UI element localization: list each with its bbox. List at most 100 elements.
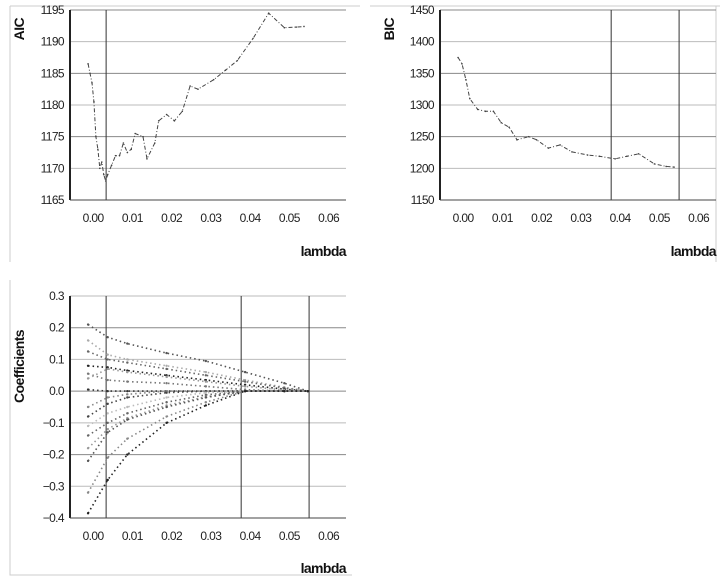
data-point (586, 154, 589, 156)
data-point (197, 88, 199, 90)
y-tick-label: 1175 (41, 130, 65, 144)
data-point (535, 139, 538, 141)
data-point (303, 25, 305, 28)
data-point (189, 85, 191, 87)
data-point (212, 78, 215, 81)
data-point (173, 120, 176, 122)
data-point (508, 126, 510, 128)
data-point (614, 158, 616, 160)
data-point (204, 385, 208, 388)
data-point (106, 396, 109, 399)
data-point (101, 161, 103, 163)
data-point (146, 158, 148, 160)
data-point (134, 132, 136, 135)
y-tick-label: −0.4 (43, 511, 65, 525)
data-point (126, 389, 129, 393)
y-tick-label: 1190 (41, 35, 65, 49)
data-point (204, 401, 208, 404)
x-tick-label: 0.06 (318, 529, 340, 543)
data-point (142, 135, 144, 138)
data-point (126, 437, 129, 440)
data-point (665, 165, 667, 168)
y-axis-label: Coefficients (11, 329, 27, 403)
x-tick-label: 0.00 (83, 211, 105, 225)
data-point (571, 151, 573, 153)
data-point (457, 56, 459, 59)
x-tick-label: 0.02 (161, 529, 183, 543)
data-point (204, 396, 208, 399)
data-point (157, 120, 160, 122)
series-line-b6 (87, 368, 308, 392)
data-point (106, 173, 109, 176)
data-point (102, 173, 105, 176)
x-tick-label: 0.02 (531, 211, 553, 225)
data-point (673, 166, 675, 168)
data-point (165, 401, 168, 404)
data-point (492, 110, 495, 113)
data-point (114, 154, 117, 157)
x-tick-label: 0.03 (200, 211, 222, 225)
data-point (86, 350, 90, 353)
data-point (106, 367, 109, 371)
x-tick-label: 0.06 (688, 211, 710, 225)
series-line-b2 (87, 339, 309, 392)
y-axis-label: AIC (11, 18, 27, 41)
data-point (267, 12, 270, 14)
y-tick-label: −0.3 (43, 479, 65, 493)
x-tick-label: 0.04 (610, 211, 632, 225)
series-line-b13 (87, 390, 308, 462)
data-point (476, 108, 479, 111)
series-line-b4 (88, 365, 308, 392)
y-tick-label: 1250 (410, 130, 435, 144)
data-point (243, 370, 247, 374)
x-tick-label: 0.05 (649, 211, 671, 225)
data-point (106, 336, 109, 339)
y-tick-label: 1300 (410, 98, 435, 112)
x-tick-label: 0.04 (240, 211, 262, 225)
x-axis-label: lambda (671, 243, 717, 259)
data-point (165, 364, 168, 367)
y-tick-label: 1200 (410, 161, 435, 175)
data-point (86, 424, 90, 428)
series-line-b5 (87, 372, 308, 392)
data-point (126, 453, 129, 456)
y-tick-label: 0.2 (49, 321, 65, 335)
data-point (469, 97, 471, 100)
data-point (204, 374, 208, 377)
data-point (86, 434, 90, 437)
x-tick-label: 0.01 (122, 529, 144, 543)
data-point (126, 358, 129, 361)
data-point (516, 139, 518, 141)
data-point (126, 361, 129, 364)
y-tick-label: −0.2 (43, 448, 65, 462)
data-point (106, 353, 109, 356)
chart-coefficients: −0.4 −0.3 −0.2 −0.1 0.0 0.1 0.2 0.3 0.00 0.01 0.02… (11, 289, 347, 576)
data-point (126, 412, 129, 415)
data-point (106, 428, 109, 431)
data-point (283, 26, 286, 29)
series-line-b14 (87, 390, 308, 493)
data-point (165, 351, 168, 355)
data-point (252, 37, 254, 40)
data-point (126, 405, 129, 409)
data-point (106, 431, 109, 434)
data-point (283, 389, 286, 393)
panel-frame-bic (370, 5, 720, 262)
data-point (93, 101, 95, 103)
series-line-b9 (87, 390, 308, 418)
data-point (204, 359, 208, 363)
x-tick-label: 0.05 (279, 211, 301, 225)
x-tick-label: 0.06 (318, 211, 340, 225)
data-point (165, 367, 168, 371)
y-tick-label: 0.0 (49, 384, 65, 398)
x-tick-label: 0.03 (200, 529, 222, 543)
x-tick-label: 0.04 (240, 529, 262, 543)
data-point (89, 72, 91, 75)
data-point (598, 155, 601, 158)
data-point (461, 63, 463, 65)
x-tick-label: 0.00 (83, 529, 105, 543)
data-point (86, 447, 90, 450)
data-point (86, 372, 90, 375)
data-point (204, 391, 208, 394)
